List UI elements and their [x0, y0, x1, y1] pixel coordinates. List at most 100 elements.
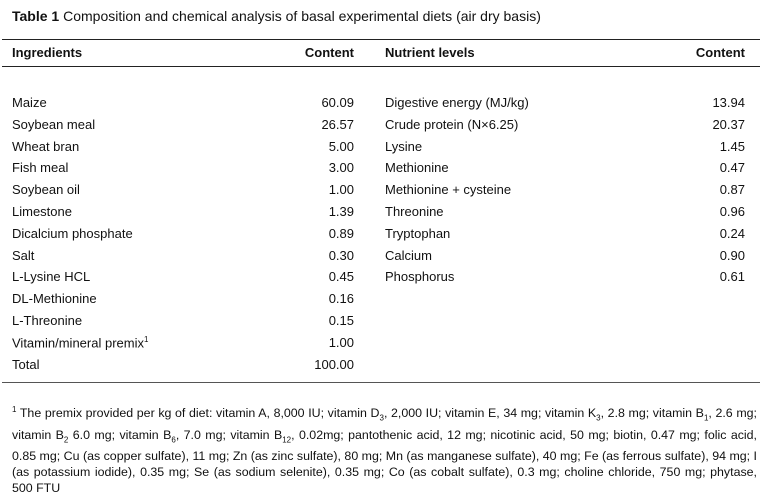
ingredient-name-text: Limestone	[12, 204, 72, 219]
ingredient-name-text: Vitamin/mineral premix	[12, 335, 144, 351]
ingredient-content-text: 0.45	[328, 269, 354, 285]
ingredient-name-text: Soybean oil	[12, 182, 80, 198]
ingredient-name-text: L-Threonine	[12, 313, 83, 328]
ingredient-name: Total	[12, 357, 39, 375]
footnote-segment: 3	[379, 413, 384, 423]
footnote-segment: , 2.8 mg; vitamin B	[600, 406, 704, 421]
nutrient-content-text: 0.96	[719, 204, 745, 219]
footnote: 1 The premix provided per kg of diet: vi…	[12, 402, 757, 496]
ingredient-content-text: 3.00	[328, 160, 354, 176]
nutrient-name-text: Phosphorus	[385, 269, 455, 285]
footnote-segment: 1	[703, 413, 709, 423]
nutrient-name: Methionine	[385, 160, 449, 178]
ingredient-content: 100.00	[314, 357, 354, 375]
nutrient-name-text: Calcium	[385, 247, 432, 263]
header-content-2: Content	[695, 45, 745, 60]
ingredient-content: 5.00	[329, 139, 354, 157]
ingredient-content: 3.00	[329, 160, 354, 178]
nutrient-name-text: Digestive energy (MJ/kg)	[385, 95, 529, 110]
table-label: Table 1	[12, 8, 60, 24]
ingredient-content-text: 0.16	[328, 291, 354, 307]
footnote-segment: 1	[12, 405, 17, 414]
footnote-segment: , 2.6 mg; vitamin B	[12, 406, 757, 442]
ingredient-name-text: Total	[12, 356, 40, 372]
nutrient-name: Threonine	[385, 204, 444, 222]
ingredient-name: Wheat bran	[12, 139, 79, 157]
footnote-segment: The premix provided per kg of diet: vita…	[16, 406, 380, 421]
nutrient-content-text: 0.24	[719, 225, 745, 241]
footnote-segment: , 0.02mg; pantothenic acid, 12 mg; nicot…	[12, 427, 757, 496]
nutrient-content: 0.47	[720, 160, 745, 178]
table-caption: Composition and chemical analysis of bas…	[59, 8, 541, 24]
header-rule	[2, 66, 760, 67]
nutrient-name: Tryptophan	[385, 226, 450, 244]
ingredient-name-text: L-Lysine HCL	[12, 269, 91, 285]
ingredient-content-text: 5.00	[328, 138, 354, 154]
ingredient-content: 1.00	[329, 182, 354, 200]
ingredient-name-text: Wheat bran	[12, 138, 80, 154]
ingredient-name: L-Threonine	[12, 313, 82, 331]
ingredient-content: 0.89	[329, 226, 354, 244]
table-title: Table 1 Composition and chemical analysi…	[12, 8, 541, 24]
nutrient-content: 0.24	[720, 226, 745, 244]
nutrient-content: 0.61	[720, 269, 745, 287]
ingredient-name: Maize	[12, 95, 47, 113]
ingredient-name: Salt	[12, 248, 34, 266]
footnote-segment: 2	[63, 435, 69, 445]
ingredient-content-text: 0.15	[328, 313, 354, 328]
nutrient-content-text: 0.90	[719, 247, 745, 263]
nutrient-content-text: 0.47	[719, 160, 745, 176]
nutrient-content-text: 20.37	[712, 116, 745, 132]
ingredient-name: L-Lysine HCL	[12, 269, 90, 287]
footnote-segment: 12	[282, 435, 292, 445]
nutrient-name-text: Crude protein (N×6.25)	[385, 116, 519, 132]
nutrient-name: Crude protein (N×6.25)	[385, 117, 518, 135]
footnote-segment: 6.0 mg; vitamin B	[68, 427, 172, 442]
footnote-marker: 1	[143, 334, 149, 344]
nutrient-name: Methionine + cysteine	[385, 182, 511, 200]
ingredient-name-text: Salt	[12, 247, 35, 263]
nutrient-content: 20.37	[712, 117, 745, 135]
header-content-1: Content	[304, 45, 354, 60]
ingredient-name-text: Soybean meal	[12, 116, 96, 132]
ingredient-name: Vitamin/mineral premix1	[12, 335, 148, 353]
ingredient-name: Dicalcium phosphate	[12, 226, 133, 244]
ingredient-content-text: 0.89	[328, 225, 354, 241]
footnote-segment: , 7.0 mg; vitamin B	[175, 427, 283, 442]
bottom-rule	[2, 382, 760, 383]
nutrient-content: 1.45	[720, 139, 745, 157]
nutrient-name-text: Tryptophan	[385, 225, 451, 241]
nutrient-content: 0.87	[720, 182, 745, 200]
nutrient-content: 0.96	[720, 204, 745, 222]
ingredient-content-text: 100.00	[314, 356, 354, 372]
ingredient-name: Soybean meal	[12, 117, 95, 135]
nutrient-name-text: Methionine + cysteine	[385, 182, 512, 198]
ingredient-content: 0.16	[329, 291, 354, 309]
ingredient-name: Fish meal	[12, 160, 68, 178]
ingredient-content-text: 60.09	[321, 95, 354, 110]
footnote-segment: , 2,000 IU; vitamin E, 34 mg; vitamin K	[383, 406, 597, 421]
ingredient-name: Limestone	[12, 204, 72, 222]
ingredient-content: 0.30	[329, 248, 354, 266]
ingredient-content-text: 26.57	[321, 116, 354, 132]
nutrient-content-text: 0.61	[719, 269, 745, 285]
ingredient-name: DL-Methionine	[12, 291, 97, 309]
ingredient-content: 1.00	[329, 335, 354, 353]
header-nutrient-levels: Nutrient levels	[385, 45, 475, 60]
footnote-segment: 3	[596, 413, 601, 423]
header-ingredients: Ingredients	[12, 45, 83, 60]
nutrient-name-text: Methionine	[385, 160, 449, 176]
ingredient-content-text: 0.30	[328, 247, 354, 263]
nutrient-name: Digestive energy (MJ/kg)	[385, 95, 529, 113]
ingredient-content-text: 1.00	[328, 334, 354, 350]
nutrient-name: Calcium	[385, 248, 432, 266]
ingredient-name-text: Dicalcium phosphate	[12, 225, 133, 241]
nutrient-name: Phosphorus	[385, 269, 454, 287]
ingredient-content: 0.15	[329, 313, 354, 331]
ingredient-name-text: Fish meal	[12, 160, 69, 176]
ingredient-content: 26.57	[321, 117, 354, 135]
ingredient-content: 0.45	[329, 269, 354, 287]
ingredient-name-text: Maize	[12, 95, 47, 110]
ingredient-name: Soybean oil	[12, 182, 80, 200]
nutrient-content-text: 0.87	[719, 182, 745, 198]
